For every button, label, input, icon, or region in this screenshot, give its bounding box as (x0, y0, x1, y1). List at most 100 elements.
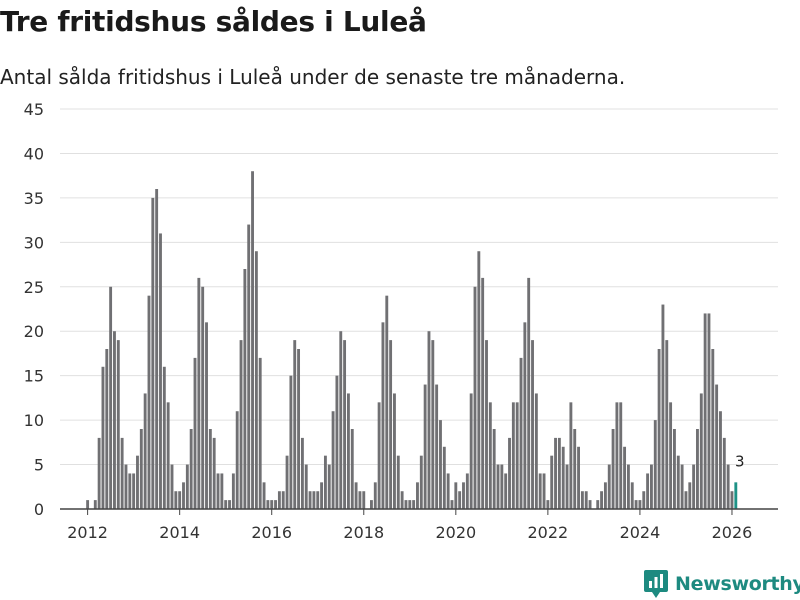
bar (534, 393, 538, 509)
x-tick-label: 2014 (159, 523, 200, 542)
annotation-group: 3 (735, 452, 745, 470)
bar (649, 464, 653, 509)
bar (197, 277, 201, 509)
bar (220, 473, 224, 509)
bar (174, 491, 178, 509)
bar (492, 429, 496, 509)
newsworthy-logo[interactable]: Newsworthy (643, 568, 800, 600)
bar (124, 464, 128, 509)
bar (715, 384, 719, 509)
bar (97, 437, 101, 509)
x-tick-label: 2024 (620, 523, 661, 542)
bar (159, 233, 162, 509)
y-tick-label: 40 (24, 144, 44, 163)
bar (393, 393, 396, 509)
bar (109, 286, 113, 509)
bar (446, 473, 450, 509)
bar (281, 491, 285, 509)
bar (228, 500, 231, 509)
bar (642, 491, 646, 509)
bar (136, 455, 139, 509)
bar (170, 464, 174, 509)
y-tick-label: 30 (24, 233, 44, 252)
bar (231, 473, 235, 509)
x-tick-label: 2022 (528, 523, 569, 542)
bar (266, 500, 270, 509)
bar (673, 429, 676, 509)
bar (719, 411, 722, 509)
bar (212, 437, 216, 509)
bar (611, 429, 615, 509)
bar (646, 473, 650, 509)
bar (688, 482, 692, 509)
bar (86, 500, 90, 509)
bar (113, 331, 116, 509)
bar (323, 455, 327, 509)
bar (519, 357, 523, 509)
y-tick-label: 35 (24, 189, 44, 208)
bar (703, 313, 707, 509)
bar (435, 384, 439, 509)
bar (274, 500, 277, 509)
bar (569, 402, 573, 509)
bar (607, 464, 611, 509)
y-tick-label: 10 (24, 411, 44, 430)
bar (638, 500, 642, 509)
bar (550, 455, 554, 509)
bar (185, 464, 189, 509)
bar (412, 500, 416, 509)
bar (300, 437, 304, 509)
bar (362, 491, 366, 509)
bar (316, 491, 320, 509)
bar (216, 473, 220, 509)
bar (730, 491, 734, 509)
bar (423, 384, 427, 509)
bar (93, 500, 97, 509)
bar (623, 446, 627, 509)
y-tick-label: 45 (24, 100, 44, 119)
bar (527, 277, 531, 509)
bar (189, 429, 193, 509)
bar (684, 491, 688, 509)
bar (584, 491, 588, 509)
bar (370, 500, 373, 509)
bar (243, 269, 247, 509)
bar (626, 464, 630, 509)
bar (101, 366, 105, 509)
bar (132, 473, 136, 509)
bar (600, 491, 604, 509)
bar (143, 393, 147, 509)
brand-name: Newsworthy (675, 573, 800, 595)
bar (465, 473, 469, 509)
bar (385, 295, 389, 509)
bar (304, 464, 308, 509)
newsworthy-logo-icon (644, 570, 668, 598)
bar (565, 464, 569, 509)
bar (538, 473, 542, 509)
bar (350, 429, 354, 509)
bar (488, 402, 492, 509)
bar (308, 491, 312, 509)
bar (285, 455, 289, 509)
bar (419, 455, 423, 509)
bar (596, 500, 600, 509)
bar (224, 500, 228, 509)
bar (615, 402, 619, 509)
bar (665, 340, 669, 509)
bar (630, 482, 634, 509)
bar (603, 482, 607, 509)
bar (427, 331, 431, 509)
bar (346, 393, 350, 509)
bar (473, 286, 477, 509)
bar (523, 322, 527, 509)
bar (400, 491, 404, 509)
bar (408, 500, 412, 509)
bar (439, 420, 442, 509)
bar (500, 464, 504, 509)
y-tick-label: 20 (24, 322, 44, 341)
bar (327, 464, 331, 509)
bar (577, 446, 580, 509)
bar (481, 277, 485, 509)
bar (669, 402, 673, 509)
bar (251, 171, 254, 509)
